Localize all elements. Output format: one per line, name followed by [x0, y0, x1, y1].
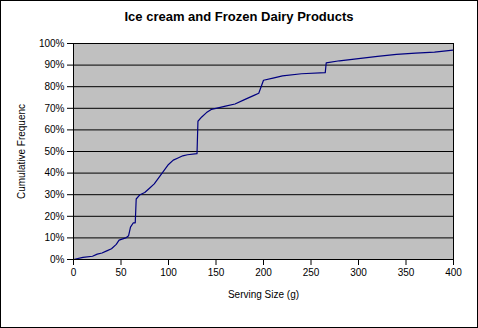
- svg-text:250: 250: [303, 267, 320, 278]
- svg-text:50: 50: [115, 267, 127, 278]
- svg-text:90%: 90%: [44, 59, 64, 70]
- svg-text:20%: 20%: [44, 211, 64, 222]
- svg-text:300: 300: [350, 267, 367, 278]
- svg-text:40%: 40%: [44, 167, 64, 178]
- svg-text:100: 100: [160, 267, 177, 278]
- svg-text:Cumulative Frequenc: Cumulative Frequenc: [16, 104, 27, 199]
- svg-text:Serving Size (g): Serving Size (g): [228, 289, 299, 300]
- svg-text:150: 150: [208, 267, 225, 278]
- svg-text:0%: 0%: [50, 254, 65, 265]
- svg-text:100%: 100%: [39, 38, 65, 49]
- svg-text:50%: 50%: [44, 146, 64, 157]
- svg-text:0: 0: [71, 267, 77, 278]
- svg-text:60%: 60%: [44, 124, 64, 135]
- html-text:Ice cream and Frozen Dairy Pro: Ice cream and Frozen Dairy Products: [124, 9, 354, 24]
- svg-text:10%: 10%: [44, 232, 64, 243]
- svg-text:400: 400: [445, 267, 462, 278]
- svg-text:70%: 70%: [44, 103, 64, 114]
- svg-text:350: 350: [398, 267, 415, 278]
- svg-text:30%: 30%: [44, 189, 64, 200]
- svg-text:80%: 80%: [44, 81, 64, 92]
- svg-text:200: 200: [255, 267, 272, 278]
